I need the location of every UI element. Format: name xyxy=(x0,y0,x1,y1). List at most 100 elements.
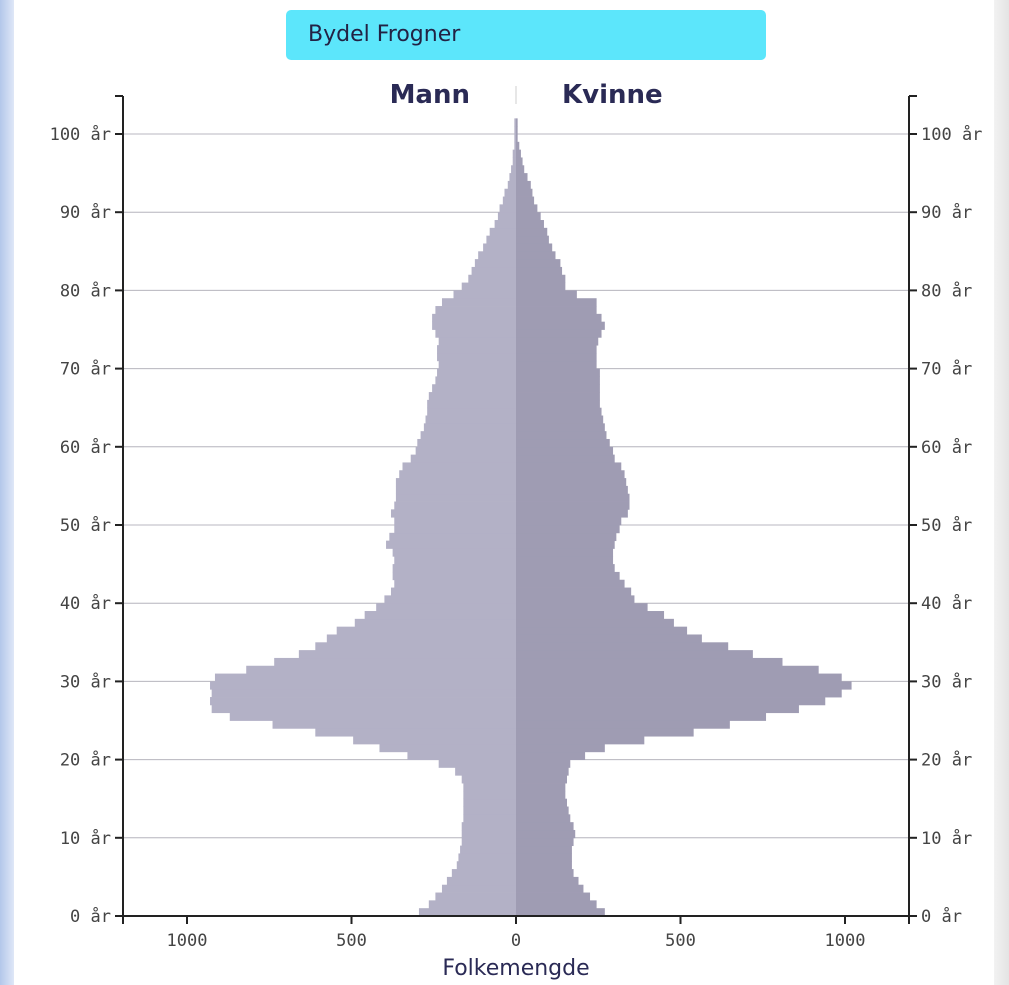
bar-kvinne xyxy=(516,337,599,346)
y-tick-label-left: 80 år xyxy=(60,280,111,301)
bar-mann xyxy=(483,243,516,252)
bar-kvinne xyxy=(516,861,572,870)
bar-kvinne xyxy=(516,822,574,831)
x-tick-label: 1000 xyxy=(825,931,866,951)
bar-kvinne xyxy=(516,853,572,862)
bar-kvinne xyxy=(516,736,645,745)
bar-kvinne xyxy=(516,157,523,166)
bar-mann xyxy=(211,689,517,698)
bar-kvinne xyxy=(516,141,520,151)
bar-kvinne xyxy=(516,509,628,518)
bar-mann xyxy=(489,227,516,237)
bar-kvinne xyxy=(516,579,625,588)
y-tick-label-right: 40 år xyxy=(921,593,972,614)
bar-mann xyxy=(471,266,516,276)
x-tick-label: 500 xyxy=(336,931,367,951)
axes xyxy=(115,95,917,924)
bar-kvinne xyxy=(516,892,591,901)
bar-mann xyxy=(478,251,516,260)
bar-kvinne xyxy=(516,532,617,542)
bar-kvinne xyxy=(516,384,600,393)
bar-mann xyxy=(514,141,516,151)
y-tick-label-right: 30 år xyxy=(921,671,972,692)
bar-kvinne xyxy=(516,165,525,174)
bar-mann xyxy=(474,259,516,268)
bar-kvinne xyxy=(516,235,549,244)
bar-mann xyxy=(394,579,516,588)
bar-mann xyxy=(435,306,516,315)
bar-kvinne xyxy=(516,884,584,893)
bar-mann xyxy=(514,118,516,127)
bar-kvinne xyxy=(516,697,826,706)
bar-kvinne xyxy=(516,313,602,323)
bar-mann xyxy=(461,822,516,831)
bar-mann xyxy=(379,743,516,753)
bar-kvinne xyxy=(516,689,842,698)
bars xyxy=(210,118,852,917)
bar-kvinne xyxy=(516,321,605,330)
bar-kvinne xyxy=(516,227,548,237)
bar-kvinne xyxy=(516,595,635,604)
bar-kvinne xyxy=(516,837,574,847)
bar-mann xyxy=(432,384,516,393)
bar-mann xyxy=(432,313,516,323)
bar-kvinne xyxy=(516,775,567,784)
bar-mann xyxy=(211,704,517,714)
bar-kvinne xyxy=(516,845,572,854)
bar-mann xyxy=(389,532,516,542)
bar-mann xyxy=(512,157,516,166)
x-tick-label: 0 xyxy=(511,931,521,951)
bar-mann xyxy=(395,478,516,487)
bar-mann xyxy=(463,798,516,807)
bar-mann xyxy=(458,853,516,862)
y-tick-label-left: 0 år xyxy=(70,906,111,927)
bar-kvinne xyxy=(516,266,563,276)
bar-mann xyxy=(410,454,516,463)
bar-mann xyxy=(415,446,516,456)
bar-kvinne xyxy=(516,212,541,221)
bar-kvinne xyxy=(516,642,729,651)
bar-mann xyxy=(407,751,516,760)
bar-mann xyxy=(455,767,516,776)
y-tick-label-left: 60 år xyxy=(60,437,111,458)
y-tick-label-right: 70 år xyxy=(921,359,972,380)
bar-mann xyxy=(435,376,516,385)
bar-mann xyxy=(428,392,516,401)
bar-mann xyxy=(441,884,516,893)
bar-mann xyxy=(438,337,516,346)
bar-mann xyxy=(502,196,516,205)
y-tick-label-left: 90 år xyxy=(60,202,111,223)
bar-mann xyxy=(376,603,516,612)
y-tick-label-right: 0 år xyxy=(921,906,962,927)
bar-kvinne xyxy=(516,657,783,667)
bar-kvinne xyxy=(516,790,566,800)
bar-mann xyxy=(437,368,516,377)
bar-mann xyxy=(441,298,516,307)
bar-mann xyxy=(392,548,516,557)
bar-mann xyxy=(394,556,516,565)
bar-kvinne xyxy=(516,493,630,502)
bar-mann xyxy=(214,673,516,682)
bar-kvinne xyxy=(516,173,528,182)
bar-kvinne xyxy=(516,564,615,573)
bar-mann xyxy=(468,274,516,283)
bar-mann xyxy=(428,900,516,909)
side-label-kvinne: Kvinne xyxy=(562,80,663,110)
bar-kvinne xyxy=(516,806,569,815)
bar-kvinne xyxy=(516,454,615,463)
bar-mann xyxy=(461,282,516,291)
bar-kvinne xyxy=(516,204,538,213)
bar-kvinne xyxy=(516,673,842,682)
bar-kvinne xyxy=(516,306,597,315)
y-tick-label-left: 40 år xyxy=(60,593,111,614)
side-label-mann: Mann xyxy=(390,80,470,110)
bar-kvinne xyxy=(516,298,597,307)
bar-mann xyxy=(511,165,516,174)
bar-kvinne xyxy=(516,220,544,229)
bar-mann xyxy=(438,360,516,369)
bar-mann xyxy=(461,829,516,839)
bar-kvinne xyxy=(516,118,518,127)
bar-kvinne xyxy=(516,900,597,909)
bar-mann xyxy=(394,525,516,534)
area-selector-button[interactable]: Bydel Frogner xyxy=(286,10,766,60)
